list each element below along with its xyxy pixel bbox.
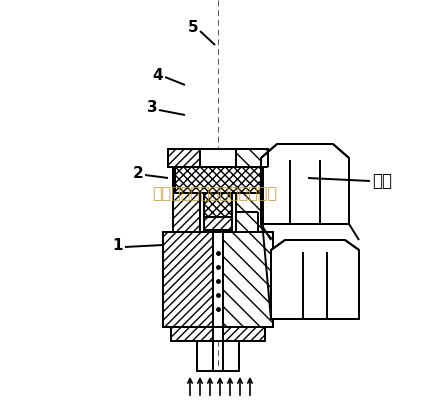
Polygon shape [271, 240, 359, 319]
Text: 2: 2 [133, 166, 143, 181]
Bar [200, 167, 236, 232]
Polygon shape [223, 232, 273, 327]
Polygon shape [236, 149, 268, 167]
Bar [197, 341, 239, 371]
Bar [200, 149, 236, 167]
Text: 3: 3 [147, 100, 158, 116]
Text: 1: 1 [113, 237, 123, 253]
Text: 阀芯: 阀芯 [372, 172, 392, 190]
Bar [213, 232, 223, 327]
Text: 4: 4 [153, 67, 163, 83]
Polygon shape [236, 167, 263, 232]
Polygon shape [261, 144, 349, 224]
Polygon shape [204, 217, 232, 230]
Polygon shape [204, 175, 232, 217]
Bar [213, 327, 223, 341]
Text: 5: 5 [188, 21, 198, 35]
Polygon shape [173, 167, 200, 232]
Polygon shape [168, 149, 200, 167]
Polygon shape [163, 232, 213, 327]
Polygon shape [175, 167, 261, 193]
Text: 东莞市马赫机械设备有限公司: 东莞市马赫机械设备有限公司 [153, 185, 278, 201]
Bar [171, 327, 265, 341]
